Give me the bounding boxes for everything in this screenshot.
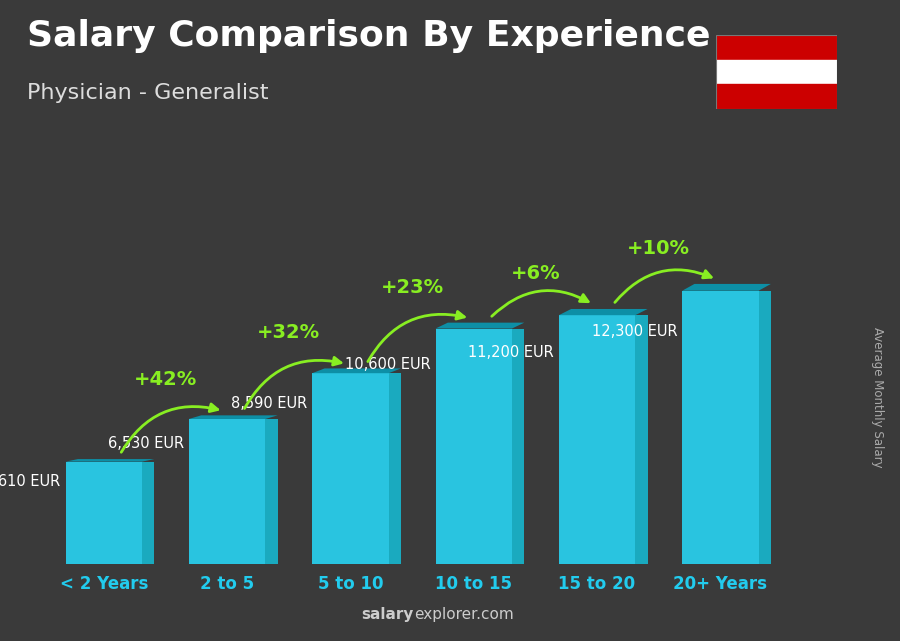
- Polygon shape: [142, 462, 155, 564]
- Text: Salary Comparison By Experience: Salary Comparison By Experience: [27, 19, 710, 53]
- FancyBboxPatch shape: [312, 373, 389, 564]
- Polygon shape: [266, 419, 278, 564]
- FancyBboxPatch shape: [189, 419, 266, 564]
- Text: 8,590 EUR: 8,590 EUR: [231, 396, 307, 411]
- Text: explorer.com: explorer.com: [414, 607, 514, 622]
- Polygon shape: [389, 373, 401, 564]
- Polygon shape: [66, 459, 155, 462]
- Polygon shape: [559, 309, 648, 315]
- Polygon shape: [436, 322, 525, 329]
- Bar: [716, 84, 837, 109]
- Text: Average Monthly Salary: Average Monthly Salary: [871, 327, 884, 468]
- FancyBboxPatch shape: [682, 291, 759, 564]
- Text: 4,610 EUR: 4,610 EUR: [0, 474, 60, 489]
- Text: 11,200 EUR: 11,200 EUR: [468, 345, 554, 360]
- Text: salary: salary: [362, 607, 414, 622]
- Text: +23%: +23%: [381, 278, 444, 297]
- Text: 12,300 EUR: 12,300 EUR: [591, 324, 677, 338]
- FancyBboxPatch shape: [436, 329, 512, 564]
- Polygon shape: [512, 329, 525, 564]
- Polygon shape: [312, 369, 401, 373]
- FancyBboxPatch shape: [559, 315, 635, 564]
- Bar: [716, 60, 837, 84]
- Text: 6,530 EUR: 6,530 EUR: [108, 437, 184, 451]
- Text: +6%: +6%: [510, 264, 560, 283]
- Polygon shape: [189, 415, 278, 419]
- Text: +10%: +10%: [627, 239, 690, 258]
- Text: +42%: +42%: [134, 370, 197, 389]
- Polygon shape: [682, 284, 771, 291]
- Polygon shape: [635, 315, 648, 564]
- Text: 10,600 EUR: 10,600 EUR: [345, 357, 430, 372]
- Polygon shape: [759, 291, 771, 564]
- FancyBboxPatch shape: [66, 462, 142, 564]
- Text: +32%: +32%: [257, 323, 320, 342]
- Bar: [716, 35, 837, 60]
- Text: Physician - Generalist: Physician - Generalist: [27, 83, 268, 103]
